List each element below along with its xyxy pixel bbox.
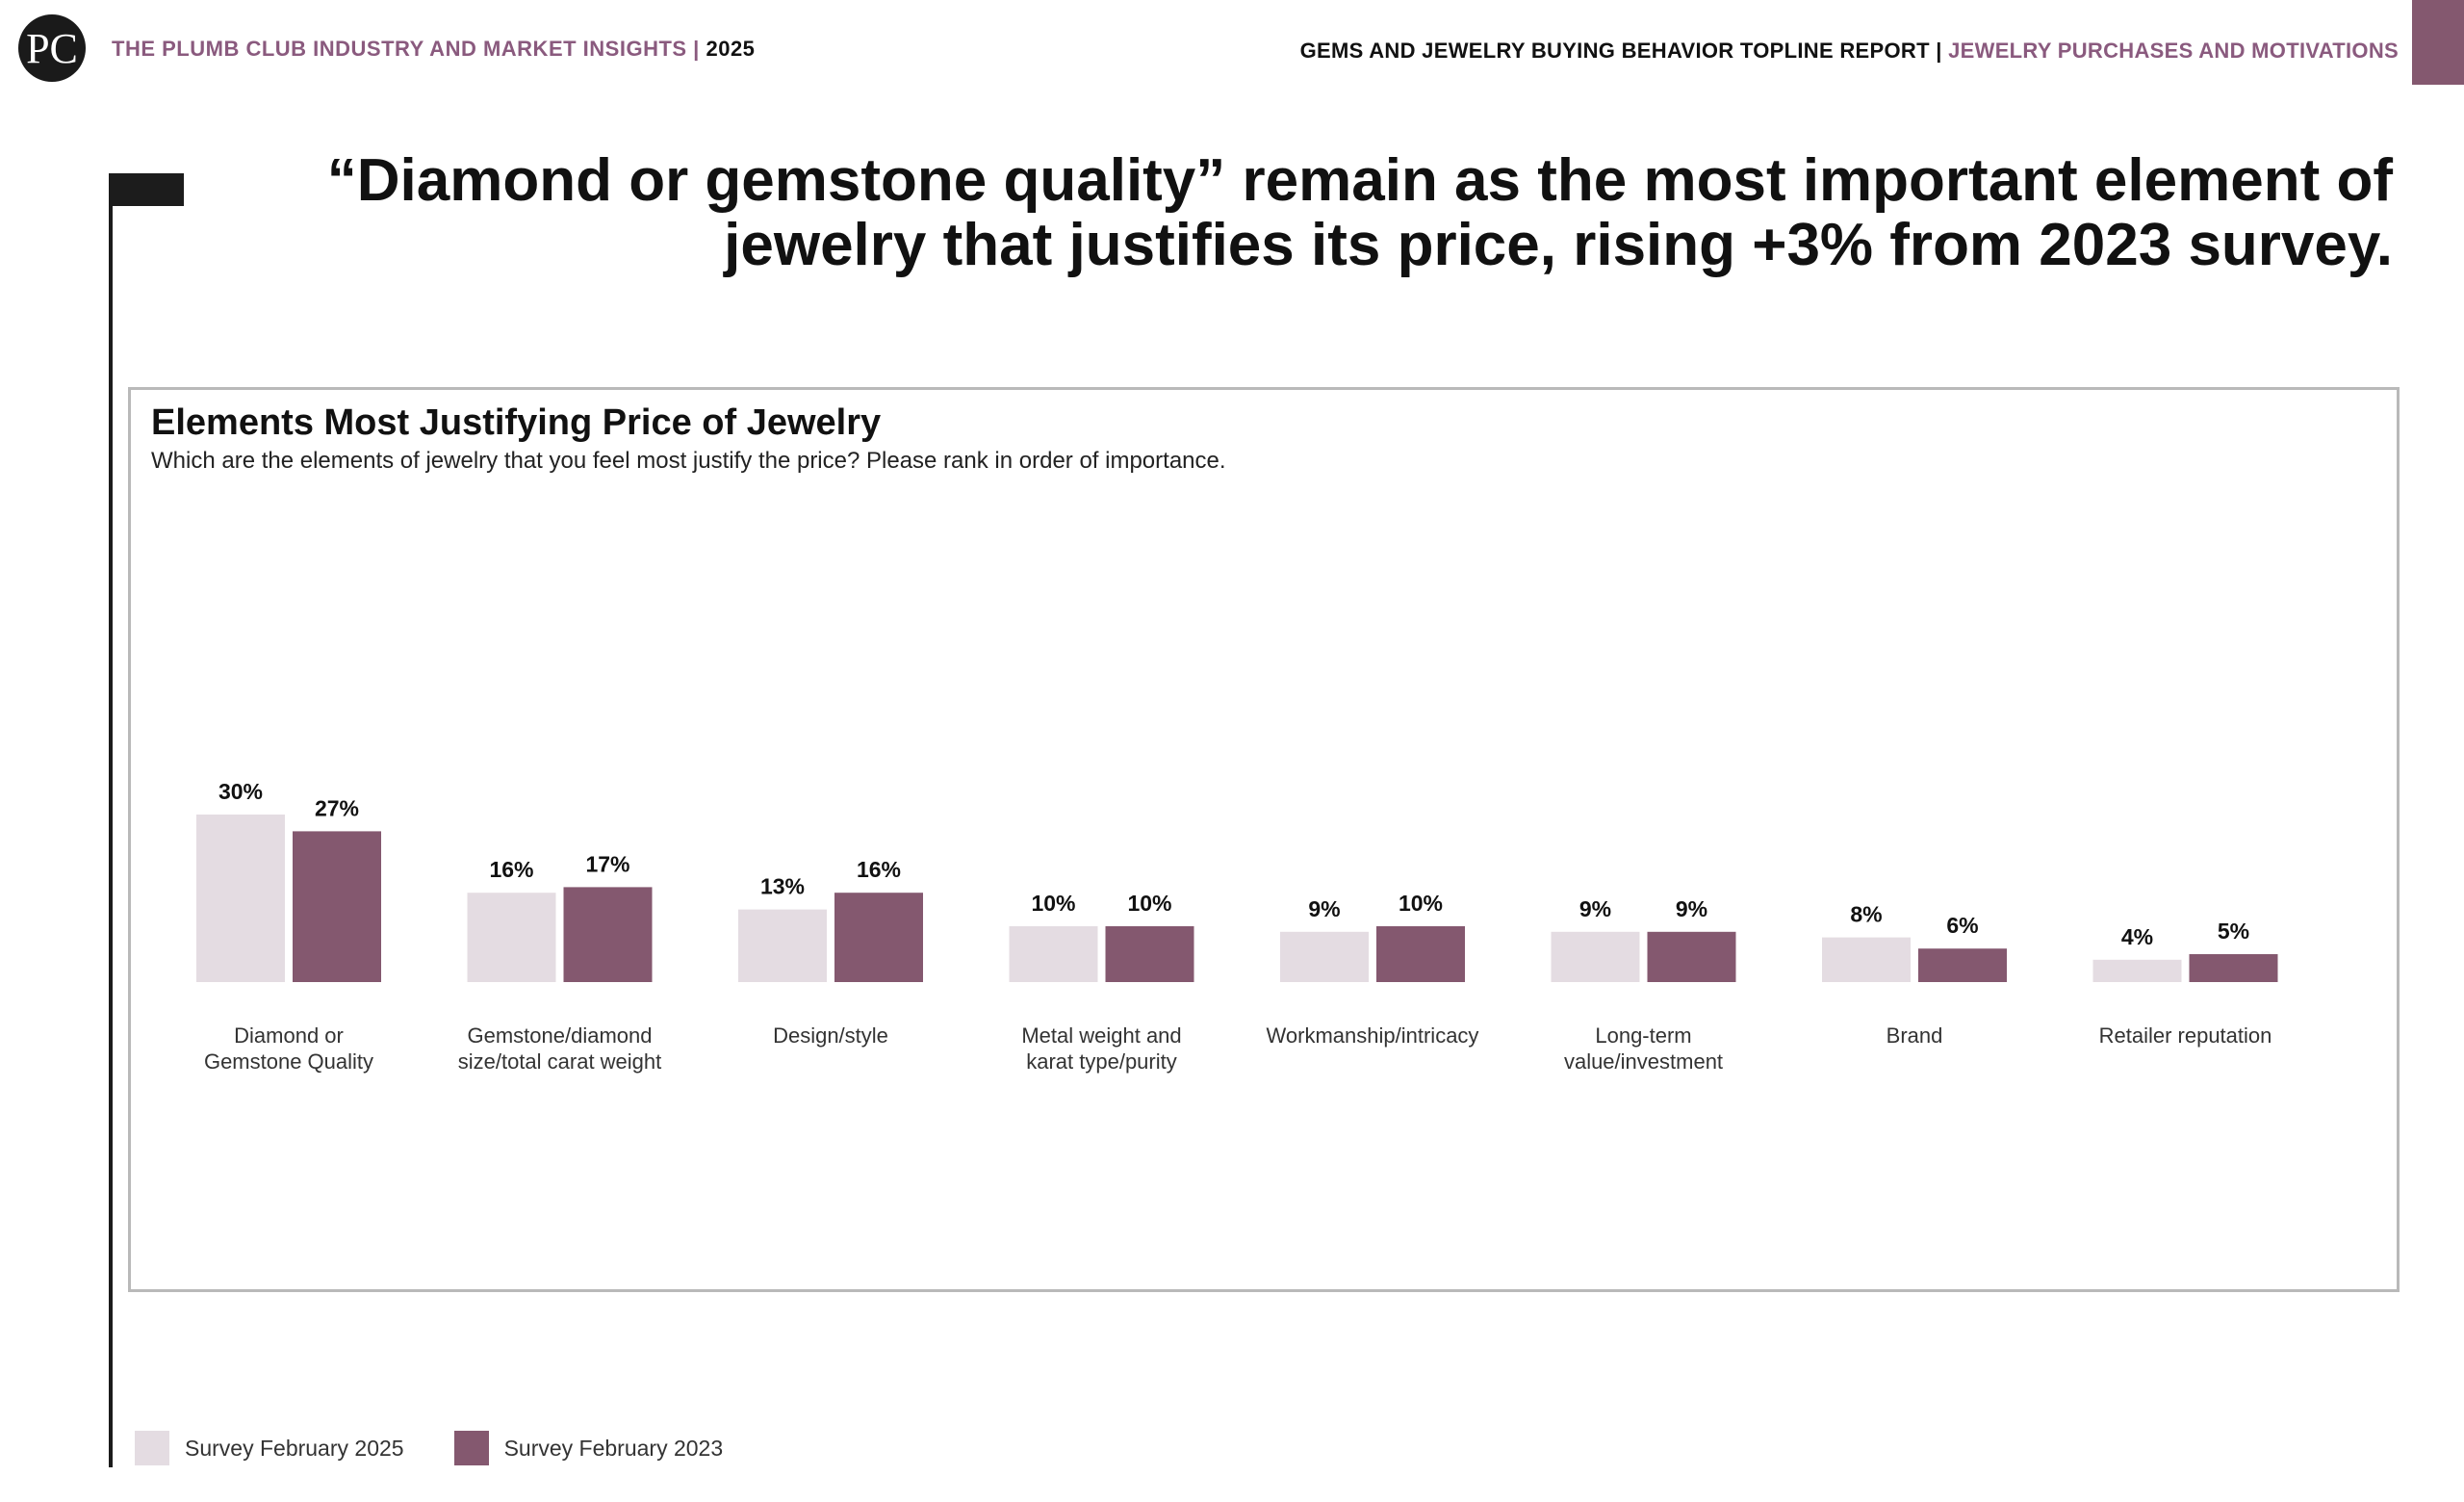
data-label-2025-2: 13%	[760, 874, 805, 899]
chart-panel	[128, 387, 2400, 1292]
data-label-2025-5: 9%	[1579, 896, 1611, 921]
bar-2025-6	[1822, 937, 1911, 982]
legend-swatch-2025	[135, 1431, 169, 1465]
report-section: JEWELRY PURCHASES AND MOTIVATIONS	[1948, 39, 2399, 63]
report-title: GEMS AND JEWELRY BUYING BEHAVIOR TOPLINE…	[1299, 39, 1942, 63]
data-label-2023-6: 6%	[1946, 913, 1978, 938]
bar-2023-4	[1376, 926, 1465, 982]
data-label-2025-4: 9%	[1308, 896, 1340, 921]
data-label-2025-1: 16%	[489, 857, 533, 882]
legend-item-2025: Survey February 2025	[135, 1431, 404, 1465]
bar-2025-7	[2092, 959, 2182, 982]
bar-2025-3	[1009, 926, 1098, 982]
data-label-2023-5: 9%	[1676, 896, 1707, 921]
bar-2023-7	[2189, 954, 2278, 982]
bar-chart: 30% 27% 16% 17% 13% 16% 10% 10% 9% 10% 9% 9% 8% 6% 4% 5…	[196, 779, 2278, 982]
report-line: GEMS AND JEWELRY BUYING BEHAVIOR TOPLINE…	[1300, 39, 2399, 64]
category-label-0: Diamond or Gemstone Quality	[203, 1023, 374, 1074]
data-label-2025-3: 10%	[1031, 891, 1075, 916]
data-label-2023-0: 27%	[315, 795, 359, 820]
legend-label-2025: Survey February 2025	[185, 1435, 404, 1461]
data-label-2025-6: 8%	[1850, 902, 1882, 927]
data-label-2023-1: 17%	[585, 851, 629, 876]
brand-line: THE PLUMB CLUB INDUSTRY AND MARKET INSIG…	[112, 37, 755, 62]
category-label-3: Metal weight and karat type/purity	[1021, 1023, 1182, 1074]
category-label-4: Workmanship/intricacy	[1266, 1023, 1479, 1048]
bar-2025-1	[467, 893, 556, 982]
category-label-6: Brand	[1886, 1023, 1943, 1048]
data-label-2023-2: 16%	[857, 857, 901, 882]
brand-year: 2025	[706, 37, 756, 61]
page-headline: “Diamond or gemstone quality” remain as …	[326, 147, 2393, 278]
legend-label-2023: Survey February 2023	[503, 1435, 724, 1461]
data-label-2023-7: 5%	[2218, 919, 2249, 944]
data-label-2023-4: 10%	[1399, 891, 1443, 916]
bar-2023-1	[563, 887, 653, 982]
bar-2025-5	[1551, 931, 1640, 982]
decorative-vertical-line	[109, 173, 113, 1467]
bar-2023-2	[834, 893, 923, 982]
legend-item-2023: Survey February 2023	[453, 1431, 724, 1465]
data-label-2025-7: 4%	[2121, 924, 2153, 949]
corner-tab	[2412, 0, 2464, 85]
category-label-1: Gemstone/diamond size/total carat weight	[457, 1023, 662, 1074]
bar-2023-6	[1918, 948, 2007, 982]
chart-title: Elements Most Justifying Price of Jewelr…	[151, 402, 882, 443]
bar-2023-3	[1105, 926, 1194, 982]
brand-name: THE PLUMB CLUB INDUSTRY AND MARKET INSIG…	[112, 37, 700, 61]
data-label-2025-0: 30%	[218, 779, 263, 804]
legend-swatch-2023	[453, 1431, 489, 1465]
chart-legend: Survey February 2025 Survey February 202…	[135, 1431, 773, 1465]
bar-2025-4	[1280, 931, 1369, 982]
plumb-club-logo: PC	[18, 14, 86, 82]
bar-2023-5	[1647, 931, 1736, 982]
data-label-2023-3: 10%	[1127, 891, 1171, 916]
decorative-flag	[109, 173, 184, 206]
chart-subtitle: Which are the elements of jewelry that y…	[151, 448, 1226, 474]
bar-2023-0	[293, 831, 381, 982]
category-label-5: Long-term value/investment	[1563, 1023, 1724, 1074]
bar-2025-0	[196, 815, 285, 982]
bar-2025-2	[738, 909, 827, 982]
category-label-2: Design/style	[773, 1023, 888, 1048]
category-label-7: Retailer reputation	[2098, 1023, 2272, 1048]
